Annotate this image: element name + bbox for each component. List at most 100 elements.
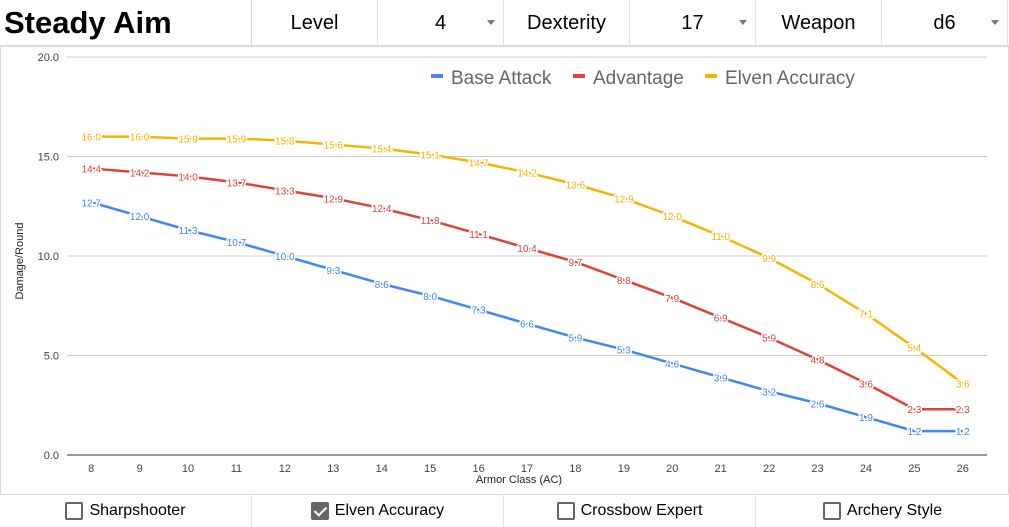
data-label: 10.4: [517, 244, 537, 255]
x-tick-label: 25: [908, 463, 920, 475]
weapon-value: d6: [933, 11, 956, 34]
data-label: 6.6: [520, 320, 534, 331]
data-label: 7.3: [472, 306, 486, 317]
data-label: 13.6: [566, 180, 586, 191]
weapon-dropdown[interactable]: d6: [882, 0, 1008, 46]
data-label: 15.9: [178, 135, 198, 146]
data-label: 14.4: [81, 164, 101, 175]
x-tick-label: 23: [811, 463, 823, 475]
elven-accuracy-label: Elven Accuracy: [334, 502, 445, 519]
data-label: 16.0: [81, 133, 101, 144]
data-label: 14.0: [178, 172, 198, 183]
data-label: 5.9: [568, 334, 582, 345]
data-label: 12.9: [614, 194, 634, 205]
level-label: Level: [252, 0, 378, 46]
data-label: 14.2: [130, 168, 150, 179]
weapon-label: Weapon: [756, 0, 882, 46]
data-label: 3.9: [714, 373, 728, 384]
data-label: 15.9: [227, 135, 247, 146]
y-tick-label: 10.0: [38, 251, 59, 263]
x-axis-title: Armor Class (AC): [476, 474, 562, 486]
y-tick-label: 0.0: [44, 450, 59, 462]
damage-line-chart: 0.0 5.0 10.0 15.0 20.0 8 9 10 11 12 13 14 15 16 17 18 1…: [14, 52, 987, 486]
data-label: 9.3: [326, 266, 340, 277]
x-tick-label: 17: [521, 463, 533, 475]
x-axis-ticks: 8 9 10 11 12 13 14 15 16 17 18 19 20 21 22 23 24 25 26: [88, 463, 969, 475]
dexterity-value: 17: [681, 11, 704, 34]
crossbow-expert-checkbox[interactable]: [556, 502, 575, 520]
data-label: 15.1: [420, 151, 440, 162]
sharpshooter-option[interactable]: Sharpshooter: [0, 495, 252, 527]
data-label: 2.3: [956, 405, 970, 416]
level-value: 4: [434, 11, 447, 34]
data-label: 5.3: [617, 346, 631, 357]
y-axis-ticks: 0.0 5.0 10.0 15.0 20.0: [38, 52, 59, 462]
data-label: 11.1: [469, 230, 488, 241]
crossbow-expert-option[interactable]: Crossbow Expert: [504, 495, 756, 527]
data-label: 9.9: [762, 254, 776, 265]
data-label: 2.6: [811, 399, 825, 410]
data-label: 10.7: [227, 238, 247, 249]
chart-legend: Base Attack Advantage Elven Accuracy: [431, 68, 855, 89]
chevron-down-icon: [739, 20, 747, 25]
legend-swatch: [431, 74, 443, 78]
dexterity-dropdown[interactable]: 17: [630, 0, 756, 46]
x-tick-label: 14: [376, 463, 388, 475]
data-label: 1.2: [956, 427, 970, 438]
legend-label: Elven Accuracy: [725, 68, 855, 89]
data-label: 1.2: [907, 427, 921, 438]
elven-accuracy-option[interactable]: Elven Accuracy: [252, 495, 504, 527]
y-tick-label: 5.0: [44, 351, 59, 363]
x-tick-label: 19: [618, 463, 630, 475]
data-label: 8.8: [617, 276, 631, 287]
data-label: 3.2: [762, 387, 776, 398]
data-label: 11.8: [421, 216, 440, 227]
data-label: 3.6: [859, 379, 873, 390]
data-label: 14.7: [469, 158, 489, 169]
chevron-down-icon: [991, 20, 999, 25]
x-tick-label: 10: [182, 463, 194, 475]
data-label: 15.4: [372, 145, 392, 156]
data-label: 13.3: [275, 186, 295, 197]
elven-accuracy-checkbox[interactable]: [310, 502, 329, 520]
x-tick-label: 15: [424, 463, 436, 475]
data-label: 12.9: [324, 194, 344, 205]
series-lines: [90, 135, 964, 433]
sharpshooter-label: Sharpshooter: [89, 502, 186, 519]
x-tick-label: 12: [279, 463, 291, 475]
data-label: 8.0: [423, 292, 437, 303]
x-tick-label: 18: [569, 463, 581, 475]
level-dropdown[interactable]: 4: [378, 0, 504, 46]
data-label: 12.0: [130, 212, 150, 223]
data-label: 9.7: [568, 258, 582, 269]
data-label: 8.6: [375, 280, 389, 291]
legend-swatch: [705, 74, 717, 78]
archery-style-option[interactable]: Archery Style: [756, 495, 1009, 527]
header-bar: Steady Aim Level 4 Dexterity 17 Weapon d…: [0, 0, 1009, 46]
data-label: 16.0: [130, 133, 150, 144]
data-label: 15.6: [324, 141, 344, 152]
x-tick-label: 13: [327, 463, 339, 475]
data-label: 3.6: [956, 379, 970, 390]
series-line: [91, 167, 963, 411]
data-labels: 12.7 12.0 11.3 10.7 10.0 9.3 8.6 8.0 7.3 6.6 5.9 5.…: [80, 131, 972, 440]
data-label: 2.3: [907, 405, 921, 416]
legend-swatch: [573, 74, 585, 78]
legend-label: Base Attack: [451, 68, 552, 89]
legend-label: Advantage: [593, 68, 684, 89]
data-label: 7.9: [665, 294, 679, 305]
series-line: [91, 135, 964, 385]
data-label: 4.6: [665, 359, 679, 370]
x-tick-label: 21: [715, 463, 727, 475]
y-tick-label: 15.0: [38, 152, 59, 164]
data-label: 8.6: [811, 280, 825, 291]
archery-style-checkbox[interactable]: [822, 502, 841, 520]
data-label: 1.9: [859, 413, 873, 424]
x-tick-label: 20: [666, 463, 678, 475]
data-label: 11.0: [711, 232, 730, 243]
chart-container: 0.0 5.0 10.0 15.0 20.0 8 9 10 11 12 13 14 15 16 17 18 1…: [0, 46, 1009, 495]
data-label: 12.4: [372, 204, 392, 215]
y-axis-title: Damage/Round: [14, 222, 26, 299]
dexterity-label: Dexterity: [504, 0, 630, 46]
sharpshooter-checkbox[interactable]: [65, 502, 84, 520]
